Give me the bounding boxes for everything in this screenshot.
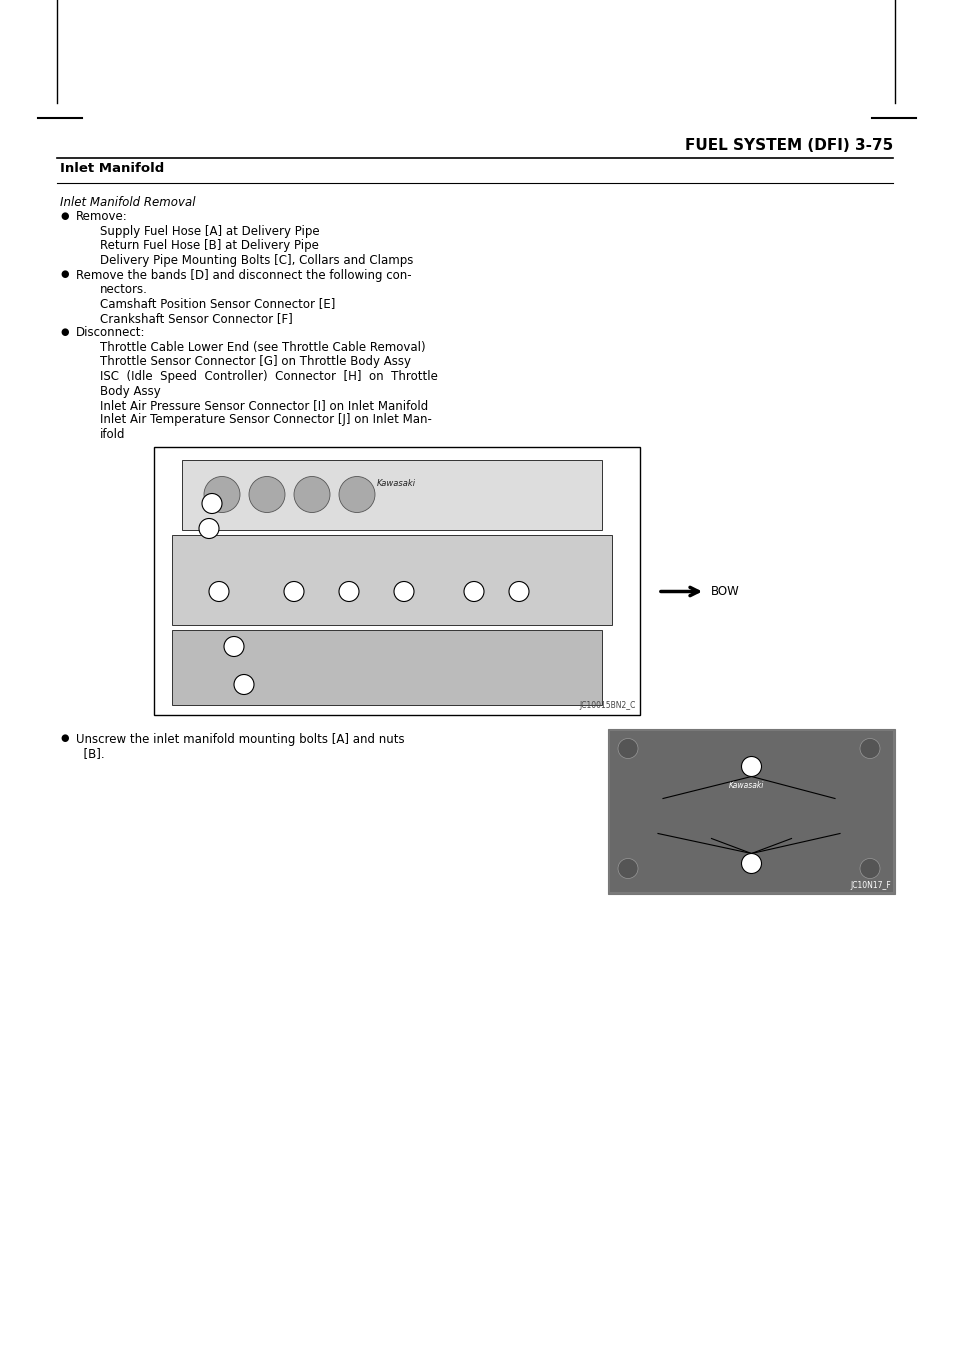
Text: ●: ● [60,269,69,278]
Text: ●: ● [60,327,69,336]
Bar [182,459,601,530]
Text: A: A [291,586,296,596]
Text: Throttle Cable Lower End (see Throttle Cable Removal): Throttle Cable Lower End (see Throttle C… [100,340,425,354]
Text: Camshaft Position Sensor Connector [E]: Camshaft Position Sensor Connector [E] [100,297,335,311]
Circle shape [209,581,229,601]
Circle shape [284,581,304,601]
Bar [607,728,894,893]
Text: Crankshaft Sensor Connector [F]: Crankshaft Sensor Connector [F] [100,312,293,326]
Circle shape [202,493,222,513]
Circle shape [338,581,358,601]
Text: Inlet Manifold: Inlet Manifold [60,162,164,176]
Bar [172,630,601,704]
Text: ISC  (Idle  Speed  Controller)  Connector  [H]  on  Throttle: ISC (Idle Speed Controller) Connector [H… [100,370,437,382]
Circle shape [294,477,330,512]
Circle shape [204,477,240,512]
Circle shape [859,739,879,758]
Text: JC10015BN2_C: JC10015BN2_C [579,701,636,711]
Bar [172,535,612,624]
Text: H: H [215,586,222,596]
Circle shape [249,477,285,512]
Text: ●: ● [60,211,69,220]
Text: D: D [209,499,215,508]
Text: [B].: [B]. [76,747,105,761]
Text: Inlet Air Pressure Sensor Connector [I] on Inlet Manifold: Inlet Air Pressure Sensor Connector [I] … [100,399,428,412]
Text: Body Assy: Body Assy [100,385,161,397]
Text: B: B [516,586,521,596]
Text: Supply Fuel Hose [A] at Delivery Pipe: Supply Fuel Hose [A] at Delivery Pipe [100,226,319,238]
Circle shape [618,739,638,758]
Circle shape [394,581,414,601]
Circle shape [740,854,760,874]
Text: Unscrew the inlet manifold mounting bolts [A] and nuts: Unscrew the inlet manifold mounting bolt… [76,732,404,746]
Text: ifold: ifold [100,428,126,440]
Text: nectors.: nectors. [100,282,148,296]
Text: BOW: BOW [710,585,739,598]
Text: ●: ● [60,732,69,743]
Circle shape [338,477,375,512]
Text: J: J [242,680,245,689]
Text: Delivery Pipe Mounting Bolts [C], Collars and Clamps: Delivery Pipe Mounting Bolts [C], Collar… [100,254,413,267]
Circle shape [859,858,879,878]
Text: Inlet Manifold Removal: Inlet Manifold Removal [60,196,195,209]
Text: Kawasaki: Kawasaki [728,781,763,789]
Text: Inlet Air Temperature Sensor Connector [J] on Inlet Man-: Inlet Air Temperature Sensor Connector [… [100,413,432,427]
Text: A: A [748,859,754,867]
Text: B: B [748,762,754,771]
Text: Return Fuel Hose [B] at Delivery Pipe: Return Fuel Hose [B] at Delivery Pipe [100,239,318,253]
Text: Throttle Sensor Connector [G] on Throttle Body Assy: Throttle Sensor Connector [G] on Throttl… [100,355,411,369]
Text: Remove the bands [D] and disconnect the following con-: Remove the bands [D] and disconnect the … [76,269,411,281]
Circle shape [233,674,253,694]
Text: FUEL SYSTEM (DFI) 3-75: FUEL SYSTEM (DFI) 3-75 [684,138,892,153]
Text: C: C [400,586,407,596]
Text: Disconnect:: Disconnect: [76,327,146,339]
Circle shape [509,581,529,601]
Circle shape [224,636,244,657]
Bar [609,731,892,892]
Text: Kawasaki: Kawasaki [376,480,416,489]
Bar [153,446,639,715]
Circle shape [199,519,219,539]
Text: I: I [348,586,350,596]
Circle shape [463,581,483,601]
Text: Remove:: Remove: [76,211,128,223]
Circle shape [740,757,760,777]
Text: F: F [471,586,476,596]
Text: G: G [231,642,237,651]
Text: E: E [206,524,212,534]
Circle shape [618,858,638,878]
Text: JC10N17_F: JC10N17_F [849,881,890,889]
